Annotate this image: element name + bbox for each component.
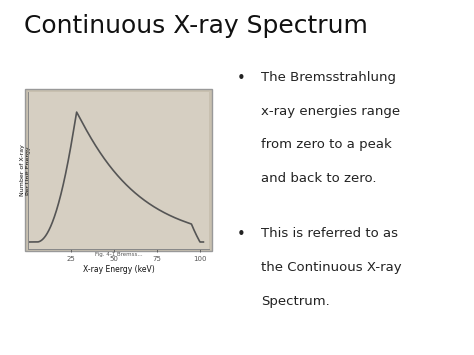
- Text: from zero to a peak: from zero to a peak: [261, 138, 392, 152]
- Y-axis label: Number of X-ray
Per Unit Energy: Number of X-ray Per Unit Energy: [20, 144, 31, 196]
- Text: x-ray energies range: x-ray energies range: [261, 105, 400, 118]
- Text: •: •: [237, 71, 246, 86]
- Text: Continuous X-ray Spectrum: Continuous X-ray Spectrum: [24, 14, 367, 38]
- Text: The Bremsstrahlung: The Bremsstrahlung: [261, 71, 396, 84]
- Text: This is referred to as: This is referred to as: [261, 227, 398, 240]
- FancyBboxPatch shape: [25, 89, 212, 251]
- X-axis label: X-ray Energy (keV): X-ray Energy (keV): [82, 265, 155, 274]
- Text: and back to zero.: and back to zero.: [261, 172, 376, 185]
- Text: Spectrum.: Spectrum.: [261, 295, 329, 308]
- Text: •: •: [237, 227, 246, 242]
- Text: the Continuous X-ray: the Continuous X-ray: [261, 261, 401, 274]
- Text: Fig. 4-1 Bremss...: Fig. 4-1 Bremss...: [95, 252, 142, 257]
